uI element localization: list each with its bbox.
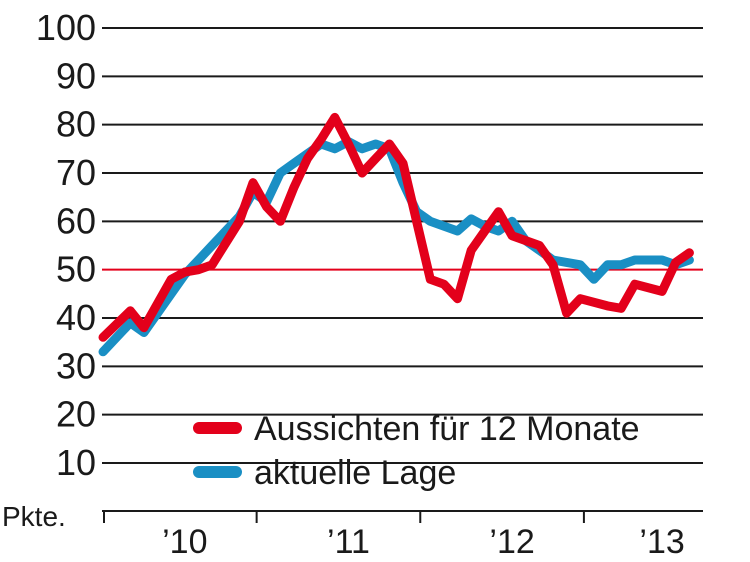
legend-label-aussichten: Aussichten für 12 Monate <box>254 410 640 448</box>
series-lines <box>98 112 694 357</box>
grid <box>102 27 703 464</box>
legend-label-aktuelle-lage: aktuelle Lage <box>254 454 456 492</box>
y-tick-label: 100 <box>36 7 96 48</box>
x-tick-label: ’12 <box>489 523 534 561</box>
series-line-aussichten <box>98 112 694 342</box>
y-tick-label: 50 <box>56 249 96 290</box>
y-tick-label: 40 <box>56 297 96 338</box>
y-tick-label: 90 <box>56 55 96 96</box>
y-unit-label: Pkte. <box>2 501 66 532</box>
x-tick-label: ’13 <box>639 523 684 561</box>
y-tick-label: 30 <box>56 345 96 386</box>
x-tick-label: ’11 <box>327 523 370 561</box>
x-axis: ’10 ’11 ’12 ’13 <box>102 510 703 561</box>
y-tick-label: 60 <box>56 200 96 241</box>
y-tick-label: 20 <box>56 394 96 435</box>
y-axis: 10 20 30 40 50 60 70 80 90 100 <box>36 7 96 483</box>
y-tick-label: 70 <box>56 152 96 193</box>
legend: Aussichten für 12 Monate aktuelle Lage <box>193 410 640 492</box>
x-tick-label: ’10 <box>162 523 207 561</box>
y-tick-label: 80 <box>56 104 96 145</box>
y-tick-label: 10 <box>56 442 96 483</box>
